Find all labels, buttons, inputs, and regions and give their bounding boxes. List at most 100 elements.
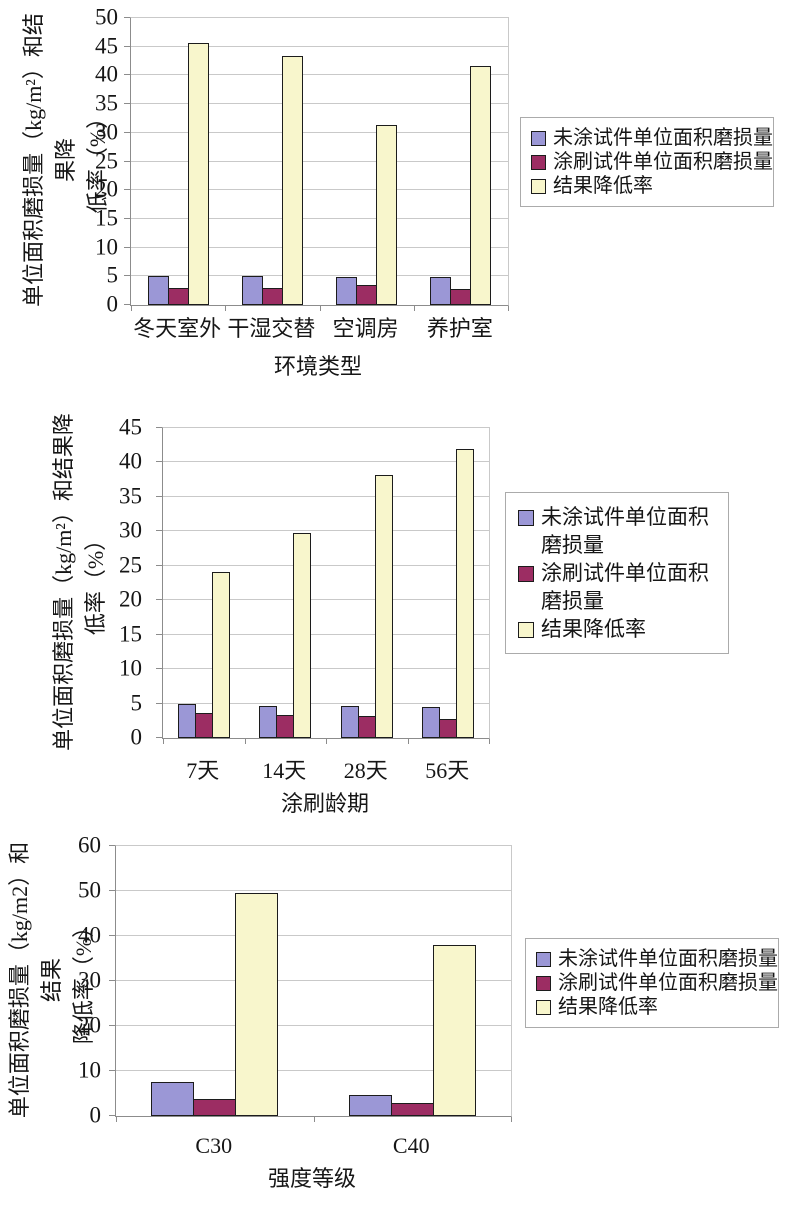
y-tick-mark [109, 1115, 115, 1116]
bar-series-2 [167, 287, 189, 305]
x-tick-mark [326, 739, 327, 744]
y-tick-mark [124, 246, 130, 248]
y-tick-mark [156, 702, 162, 704]
y-tick-mark [156, 495, 162, 497]
plot-area [124, 17, 509, 311]
x-category-label: 养护室 [426, 316, 493, 341]
bar-series-1 [241, 275, 263, 305]
x-tick-mark [163, 739, 164, 744]
y-tick-mark [124, 103, 130, 105]
bar-series-2 [439, 719, 458, 738]
gridline [163, 461, 489, 463]
bar-series-3 [432, 945, 476, 1116]
y-tick-mark [124, 74, 130, 76]
y-tick-mark [124, 17, 130, 18]
category-group [314, 846, 512, 1116]
legend-swatch-series-2 [536, 976, 551, 991]
category-group [320, 18, 414, 305]
y-axis-tick-labels: 0 5 10 15 20 25 30 35 40 45 50 [58, 6, 124, 316]
legend-label: 未涂试件单位面积磨损量 [541, 505, 709, 557]
y-tick-label: 40 [119, 448, 142, 474]
category-group [116, 846, 314, 1116]
y-tick-mark [124, 304, 130, 305]
x-tick-mark [319, 306, 321, 311]
gridline [163, 668, 489, 670]
y-tick-mark [156, 633, 162, 635]
gridline [131, 160, 508, 162]
legend: 未涂试件单位面积磨损量 涂刷试件单位面积磨损量 结果降低率 [525, 938, 779, 1028]
legend-swatch-series-1 [536, 952, 551, 967]
x-tick-mark [407, 739, 409, 744]
x-axis-category-labels: C30 C40 [115, 1133, 510, 1167]
y-tick-label: 35 [119, 483, 142, 509]
y-tick-label: 30 [78, 967, 101, 993]
bar-series-1 [151, 1082, 195, 1116]
gridline [131, 45, 508, 47]
y-tick-label: 20 [95, 176, 118, 202]
y-tick-label: 15 [95, 205, 118, 231]
legend-label: 涂刷试件单位面积磨损量 [558, 972, 778, 994]
bar-series-3 [470, 66, 492, 305]
plot-area [156, 427, 490, 744]
bar-series-1 [340, 705, 359, 738]
y-tick-mark [109, 1070, 115, 1071]
bar-series-3 [187, 42, 209, 305]
legend-label: 结果降低率 [553, 175, 653, 197]
bar-series-3 [456, 448, 475, 738]
y-tick-label: 10 [95, 234, 118, 260]
legend-label: 涂刷试件单位面积磨损量 [541, 561, 709, 613]
legend-swatch-series-2 [518, 566, 534, 582]
gridline [163, 599, 489, 601]
y-tick-label: 30 [119, 517, 142, 543]
x-tick-mark [116, 1117, 117, 1122]
gridline [163, 564, 489, 566]
legend-item: 结果降低率 [531, 174, 763, 198]
y-tick-label: 5 [130, 690, 143, 716]
legend-label: 结果降低率 [541, 617, 646, 641]
gridline [163, 530, 489, 532]
y-tick-mark [109, 845, 115, 846]
x-axis-title: 涂刷龄期 [280, 791, 370, 816]
gridline [163, 633, 489, 635]
y-tick-mark [124, 160, 130, 162]
legend-item: 结果降低率 [536, 995, 768, 1019]
bar-series-3 [211, 571, 230, 738]
x-category-label: C30 [195, 1133, 233, 1158]
y-tick-label: 0 [106, 291, 119, 317]
gridline [131, 74, 508, 76]
y-tick-mark [124, 217, 130, 219]
x-category-label: 冬天室外 [133, 316, 222, 341]
gridline [131, 275, 508, 277]
y-axis-tick-labels: 0 10 20 30 40 50 60 [41, 834, 107, 1127]
y-tick-mark [156, 564, 162, 566]
y-tick-label: 50 [95, 4, 118, 30]
category-group [225, 18, 319, 305]
bar-series-2 [276, 715, 295, 738]
category-group [326, 428, 408, 738]
x-tick-mark [511, 1117, 512, 1122]
legend-item: 涂刷试件单位面积磨损量 [518, 559, 716, 615]
y-tick-mark [109, 890, 115, 891]
y-tick-label: 45 [95, 33, 118, 59]
y-tick-label: 30 [95, 119, 118, 145]
legend-swatch-series-2 [531, 155, 546, 170]
bar-series-1 [430, 277, 452, 305]
legend: 未涂试件单位面积磨损量 涂刷试件单位面积磨损量结果降低率 [505, 492, 729, 654]
bar-series-3 [376, 125, 398, 305]
y-tick-mark [156, 737, 162, 738]
category-group [131, 18, 225, 305]
x-axis-title: 环境类型 [273, 354, 363, 379]
legend-swatch-series-1 [518, 510, 534, 526]
y-tick-label: 35 [95, 90, 118, 116]
y-tick-label: 50 [78, 877, 101, 903]
legend-item: 未涂试件单位面积磨损量 [518, 503, 716, 559]
category-group [414, 18, 508, 305]
y-tick-label: 40 [95, 61, 118, 87]
bar-series-1 [348, 1095, 392, 1116]
legend-item: 涂刷试件单位面积磨损量 [531, 150, 773, 174]
gridline [116, 935, 511, 936]
bar-series-2 [450, 288, 472, 305]
y-tick-label: 5 [106, 262, 119, 288]
bar-series-2 [193, 1098, 237, 1116]
